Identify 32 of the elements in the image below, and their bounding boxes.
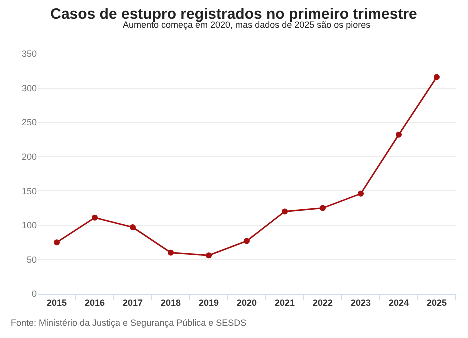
point (244, 238, 250, 244)
y-tick-label: 100 (22, 220, 37, 231)
y-tick-label: 250 (22, 118, 37, 128)
point (282, 208, 288, 215)
y-tick-label: 50 (26, 254, 37, 265)
point (92, 214, 98, 221)
y-tick-label: 200 (22, 152, 37, 162)
point (206, 252, 212, 259)
point (168, 250, 174, 256)
x-tick-label: 2025 (426, 298, 448, 308)
point (130, 224, 136, 230)
x-tick-label: 2018 (160, 298, 182, 308)
point (320, 205, 326, 212)
x-tick-label: 2020 (236, 298, 258, 308)
point (396, 132, 402, 138)
x-tick-label: 2016 (84, 298, 106, 308)
point (434, 74, 440, 80)
y-tick-label: 300 (22, 83, 37, 94)
point (54, 240, 60, 246)
y-tick-label: 150 (22, 186, 37, 196)
source-note: Fonte: Ministério da Justiça e Segurança Pública e SESDS (11, 318, 247, 328)
x-tick-label: 2022 (312, 298, 334, 308)
x-tick-label: 2023 (350, 298, 372, 308)
x-tick-label: 2017 (122, 298, 144, 308)
y-tick-label: 350 (22, 49, 37, 60)
y-tick-label: 0 (32, 289, 37, 300)
x-tick-label: 2015 (46, 298, 68, 308)
x-tick-label: 2019 (198, 298, 220, 308)
chart-title: Casos de estupro registrados no primeiro trimestre (50, 6, 418, 23)
x-tick-label: 2021 (274, 298, 296, 308)
point (358, 190, 364, 197)
x-tick-label: 2024 (388, 298, 410, 308)
